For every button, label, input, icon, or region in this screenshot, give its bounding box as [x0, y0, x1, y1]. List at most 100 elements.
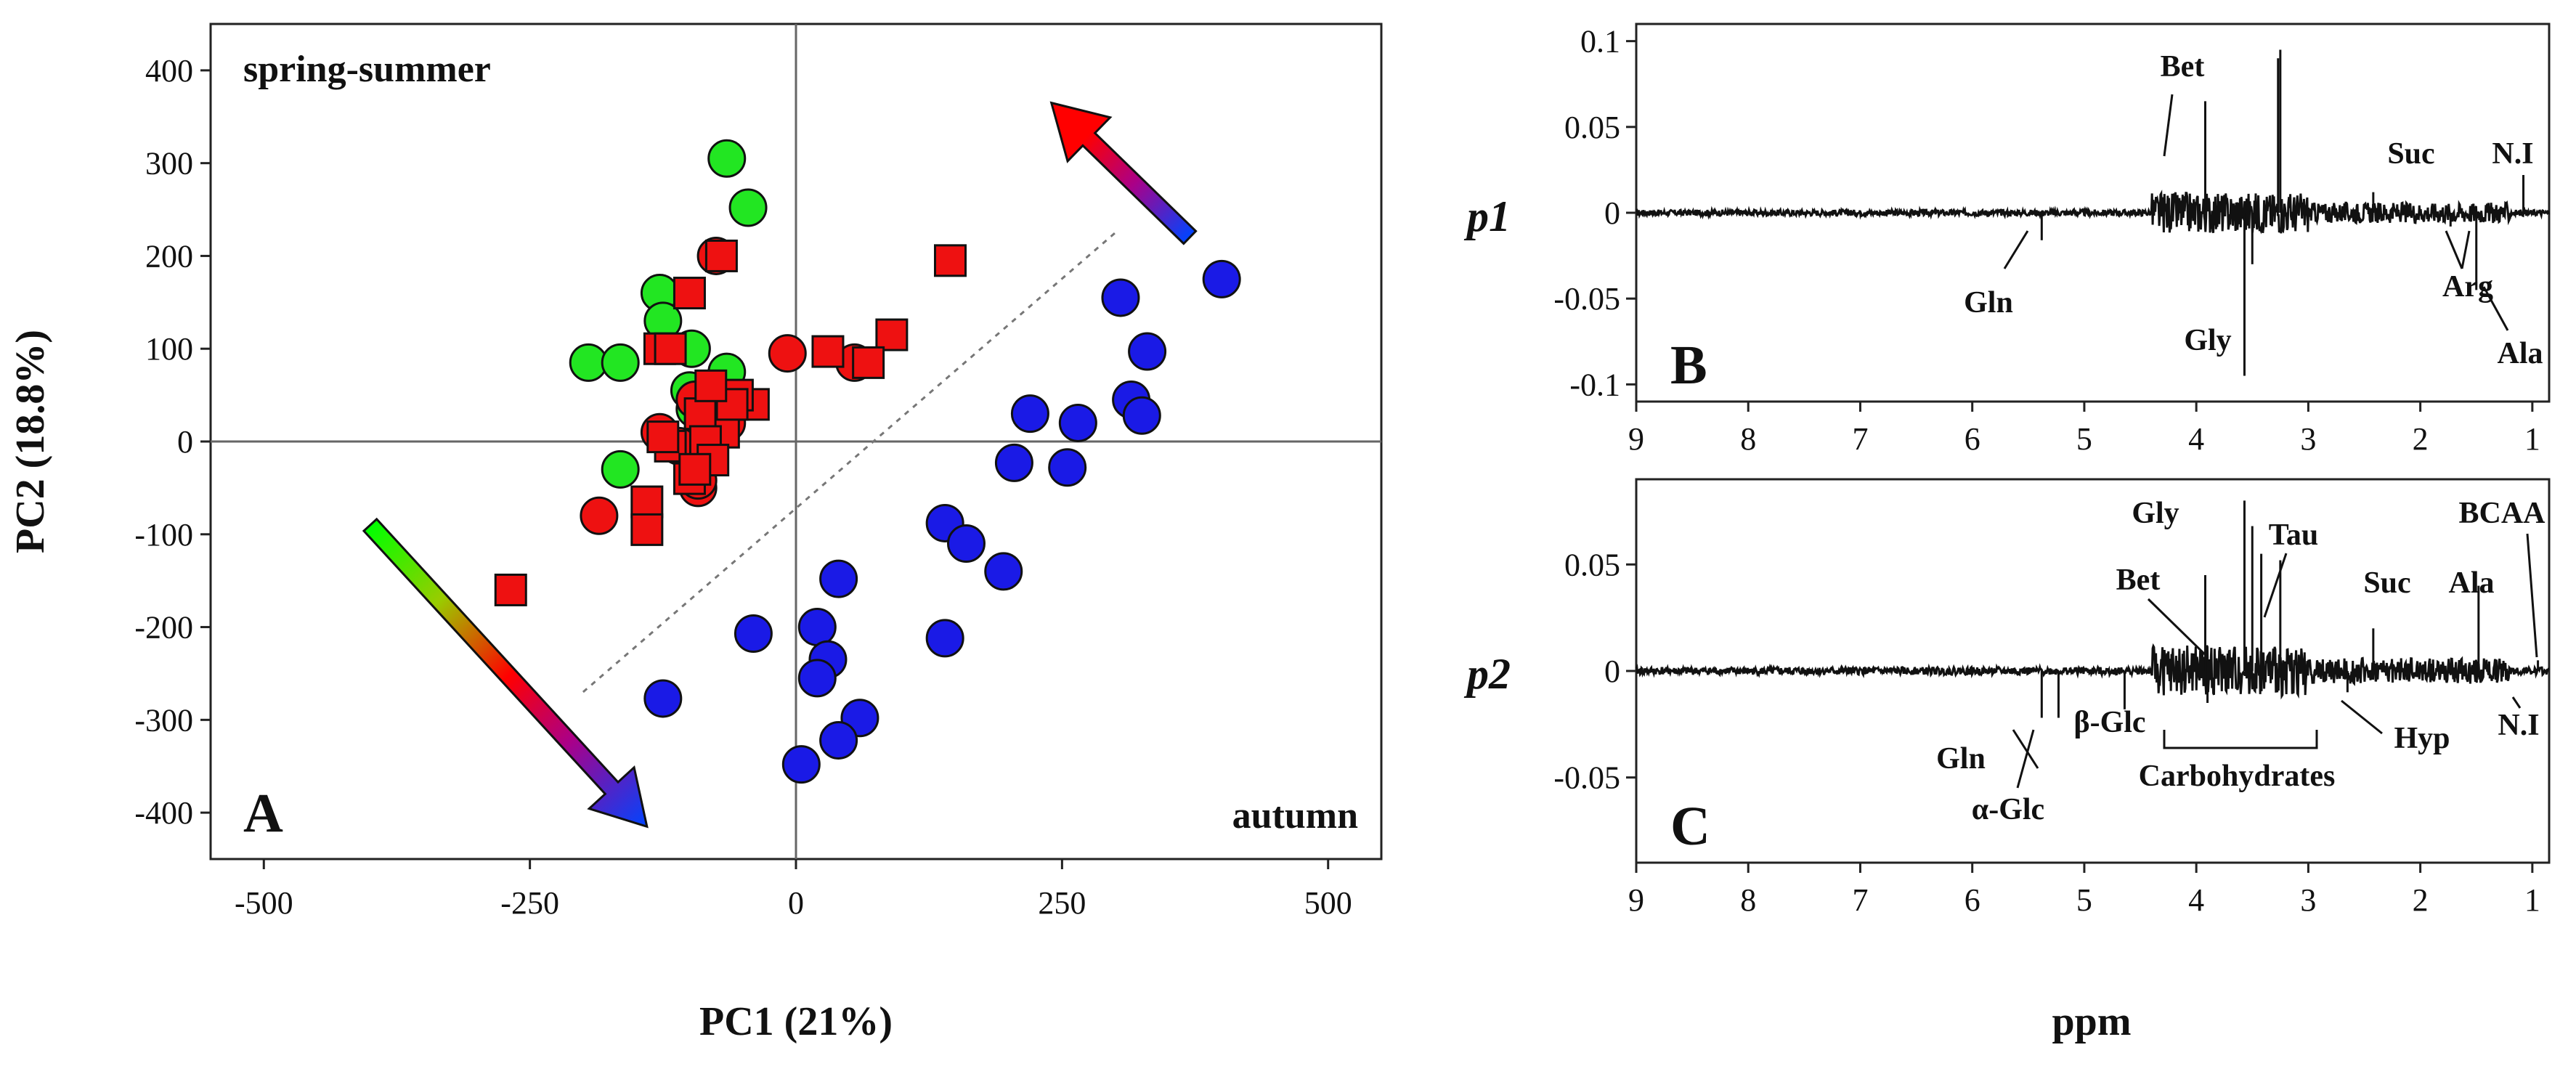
loading-tick-label: -0.1: [1569, 367, 1620, 402]
y-tick-label: 0: [177, 424, 193, 460]
y-axis-label-p2: p2: [1463, 650, 1511, 698]
panel-a-points: [494, 139, 1241, 784]
loading-tick-label: 0.05: [1564, 547, 1620, 582]
peak-label-alpha-glc-c: α-Glc: [1972, 793, 2044, 826]
loading-tick-label: 0: [1604, 654, 1620, 689]
data-point-circle: [728, 188, 768, 227]
data-point-circle: [819, 720, 858, 760]
data-point-square: [933, 244, 967, 277]
panel-c-loadings-p2: 9 8 7 6 5 4 3 2 1 0.05 0 -0.05 C p2 Gly Tau BCAA Be…: [1463, 478, 2551, 1044]
loading-tick-label: 0.1: [1580, 24, 1620, 60]
ppm-tick-label: 9: [1628, 421, 1644, 457]
ppm-tick-label: 7: [1852, 882, 1868, 918]
data-point-circle: [1010, 394, 1049, 434]
spectrum-trace: [1635, 643, 2550, 700]
data-point-circle: [734, 614, 773, 653]
peak-label-gln-c: Gln: [1936, 742, 1986, 776]
ppm-tick-label: 1: [2524, 421, 2540, 457]
y-axis-label-a: PC2 (18.8%): [8, 330, 53, 553]
x-tick-label: 0: [788, 885, 804, 921]
data-point-circle: [580, 496, 619, 535]
peak-label-beta-glc-c: β-Glc: [2073, 706, 2145, 739]
data-point-square: [683, 397, 717, 431]
data-point-square: [646, 420, 680, 454]
data-point-circle: [994, 443, 1033, 482]
data-point-circle: [1058, 403, 1097, 442]
leader-tau-c: [2263, 553, 2288, 618]
data-point-circle: [768, 334, 807, 373]
peak-label-gly-c: Gly: [2132, 497, 2179, 530]
x-axis-label-ppm: ppm: [2052, 999, 2132, 1044]
peak-label-bcaa-c: BCAA: [2458, 497, 2545, 530]
data-point-circle: [1202, 259, 1241, 298]
panel-label-c: C: [1670, 796, 1710, 857]
leader-gln-c: [2012, 729, 2039, 769]
peak-label-ala-b: Ala: [2498, 337, 2543, 370]
ppm-tick-label: 7: [1852, 421, 1868, 457]
loading-tick-label: 0: [1604, 195, 1620, 231]
spectrum-trace: [1636, 190, 2551, 235]
gradient-arrow: [362, 517, 649, 829]
ppm-tick-label: 4: [2188, 882, 2204, 918]
ppm-tick-label: 6: [1964, 882, 1980, 918]
leader-alpha-glc-c: [2016, 729, 2035, 789]
leader-bcaa-c: [2526, 533, 2538, 658]
data-point-square: [654, 332, 687, 365]
peak-label-bet-c: Bet: [2116, 563, 2161, 597]
data-point-circle: [819, 559, 858, 598]
ppm-tick-label: 3: [2300, 882, 2316, 918]
y-tick-label: -300: [134, 702, 193, 738]
panel-a-scatter: -500 -250 0 250 500 400 300 200 100 0 -100 -200 -300…: [8, 23, 1383, 1044]
data-point-square: [673, 277, 706, 310]
panel-label-b: B: [1670, 335, 1707, 396]
ppm-tick-label: 9: [1628, 882, 1644, 918]
data-point-square: [678, 452, 712, 486]
data-point-circle: [1122, 396, 1161, 435]
ppm-tick-label: 4: [2188, 421, 2204, 457]
y-tick-label: -100: [134, 517, 193, 553]
loading-tick-label: 0.05: [1564, 110, 1620, 145]
ppm-tick-label: 1: [2524, 882, 2540, 918]
peak-label-suc-c: Suc: [2363, 566, 2410, 600]
data-point-circle: [1101, 278, 1140, 317]
data-point-square: [494, 573, 527, 606]
annotation-autumn: autumn: [1232, 795, 1358, 837]
peak-label-arg-b: Arg: [2442, 270, 2493, 304]
ppm-tick-label: 3: [2300, 421, 2316, 457]
annotation-spring-summer: spring-summer: [243, 49, 491, 90]
leader-arg-b-1: [2445, 230, 2463, 269]
peak-label-hyp-c: Hyp: [2394, 722, 2450, 755]
panel-a-dashed-separator: [582, 232, 1116, 693]
data-point-square: [875, 318, 909, 351]
data-point-square: [852, 346, 885, 379]
loading-tick-label: -0.05: [1553, 760, 1620, 796]
ppm-tick-label: 6: [1964, 421, 1980, 457]
panel-b-axes: 9 8 7 6 5 4 3 2 1 0.1 0.05 0 -0.05 -0.1: [1553, 24, 2540, 457]
data-point-circle: [781, 745, 821, 784]
data-point-circle: [946, 524, 986, 563]
data-point-square: [630, 513, 664, 546]
panel-a-axes: -500 -250 0 250 500 400 300 200 100 0 -100 -200 -300…: [134, 24, 1381, 921]
data-point-circle: [707, 139, 747, 178]
peak-label-suc-b: Suc: [2387, 137, 2434, 171]
data-point-square: [715, 388, 749, 421]
ppm-tick-label: 8: [1740, 421, 1756, 457]
ppm-tick-label: 2: [2413, 882, 2429, 918]
x-tick-label: 500: [1304, 885, 1352, 921]
leader-arg-b-2: [2461, 230, 2471, 269]
leader-ni-c: [2511, 696, 2522, 709]
panel-b-loadings-p1: 9 8 7 6 5 4 3 2 10.10.050-0.05-0.1 B p1 Bet Suc …: [1463, 23, 2551, 457]
gradient-arrow: [1049, 101, 1198, 245]
data-point-circle: [1048, 448, 1087, 487]
arrow-body: [362, 517, 649, 829]
panel-c-spectrum: [1635, 500, 2550, 718]
arrow-body: [1049, 101, 1198, 245]
panel-b-spectrum: [1636, 49, 2551, 376]
data-point-circle: [984, 552, 1023, 591]
peak-label-ni-b: N.I: [2492, 137, 2533, 171]
y-tick-label: 200: [145, 238, 193, 274]
peak-label-carbohydrates-c: Carbohydrates: [2139, 760, 2336, 793]
data-point-square: [811, 335, 845, 368]
ppm-tick-label: 8: [1740, 882, 1756, 918]
